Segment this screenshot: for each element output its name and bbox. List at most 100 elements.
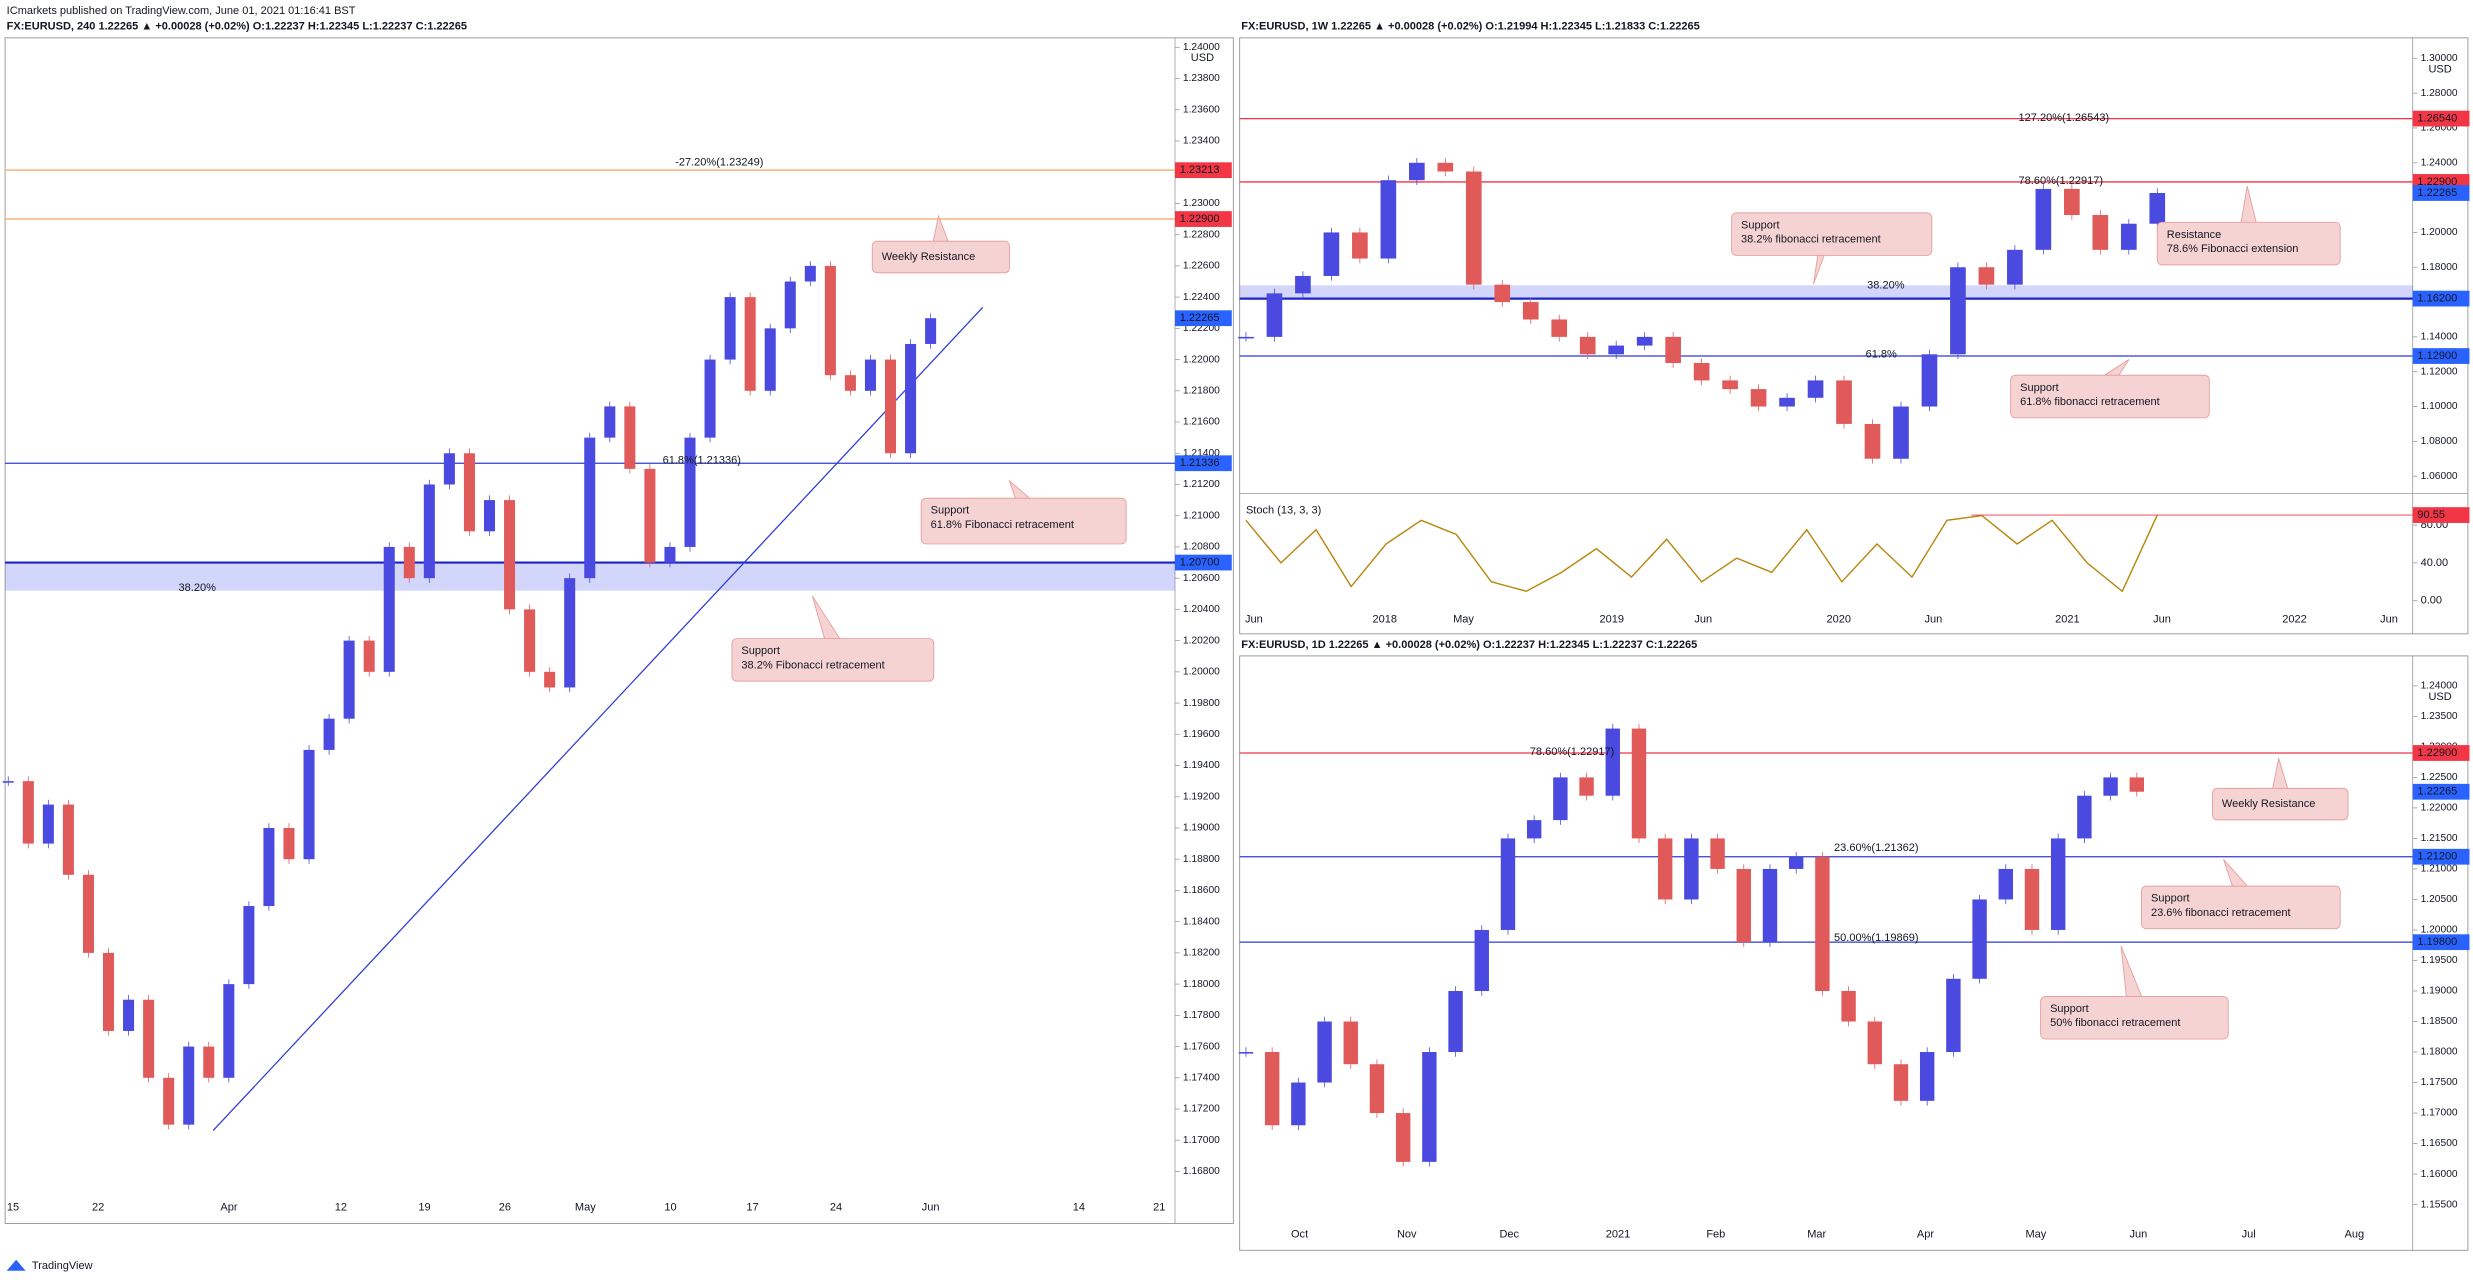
candle <box>103 952 115 1031</box>
candle <box>62 804 74 875</box>
y-tick-label: 1.18000 <box>1183 979 1220 990</box>
candle <box>303 749 315 860</box>
callout-text: Support <box>2151 893 2190 905</box>
price-label-box <box>2412 783 2470 800</box>
y-tick-label: 1.28000 <box>2421 88 2458 99</box>
candle <box>864 359 876 391</box>
candle <box>1657 838 1673 900</box>
candle <box>1352 232 1368 259</box>
candle <box>1978 267 1995 285</box>
candle <box>1448 990 1463 1053</box>
candle <box>1369 1064 1385 1114</box>
callout-text: Support <box>2020 382 2059 394</box>
y-tick-label: 1.17000 <box>1183 1135 1220 1146</box>
y-tick-label: 1.06000 <box>2421 471 2458 482</box>
candle <box>844 375 856 391</box>
y-tick-label: 1.24000 <box>1183 42 1220 53</box>
y-tick-label: 1.17800 <box>1183 1010 1220 1021</box>
y-tick-label: 1.20600 <box>1183 573 1220 584</box>
header: ICmarkets published on TradingView.com, … <box>7 5 356 17</box>
y-tick-label: 1.22800 <box>1183 229 1220 240</box>
candle <box>263 827 275 907</box>
y-tick-label: 1.21400 <box>1183 448 1220 459</box>
callout-text: 50% fibonacci retracement <box>2050 1017 2180 1029</box>
candle <box>1526 820 1542 839</box>
y-tick-label: 1.24000 <box>2421 681 2458 692</box>
callout-text: 23.6% fibonacci retracement <box>2151 907 2291 919</box>
candle <box>1919 1052 1935 1101</box>
callout-pointer <box>2271 758 2289 791</box>
candle <box>183 1046 195 1125</box>
candle <box>1474 929 1489 991</box>
candle <box>223 984 235 1078</box>
price-label: 1.16200 <box>2417 292 2457 304</box>
callout-text: 38.2% fibonacci retracement <box>1741 234 1881 246</box>
price-label: 1.22265 <box>2417 187 2457 199</box>
x-tick-label: Apr <box>220 1202 237 1214</box>
candle <box>664 546 676 563</box>
candle <box>1295 275 1311 294</box>
candle <box>1867 1021 1882 1065</box>
price-label: 1.12900 <box>2417 350 2457 362</box>
indicator-name: Stoch (13, 3, 3) <box>1246 505 1321 517</box>
candle <box>624 406 636 469</box>
callout-box <box>731 638 935 682</box>
currency-label: USD <box>2428 691 2451 703</box>
x-tick-label: 21 <box>1153 1202 1165 1214</box>
candle <box>243 906 255 985</box>
price-label: 1.22265 <box>2417 786 2457 798</box>
candle <box>1579 777 1594 796</box>
price-label: 1.23213 <box>1180 164 1220 176</box>
candle <box>423 484 435 579</box>
x-tick-label: 10 <box>664 1202 676 1214</box>
callout-text: Support <box>2050 1003 2089 1015</box>
x-tick-label: Mar <box>1807 1228 1826 1240</box>
panel-frame <box>1239 655 2469 1251</box>
fib-label: 23.60%(1.21362) <box>1834 842 1919 854</box>
callout-text: 78.6% Fibonacci extension <box>2167 243 2299 255</box>
x-tick-label: Jun <box>1694 614 1712 626</box>
candle <box>2007 249 2023 285</box>
candle <box>1750 389 1767 407</box>
price-label: 1.22900 <box>1180 213 1220 225</box>
y-tick-label: 1.22600 <box>1183 261 1220 272</box>
y-tick-label: 1.26000 <box>2421 123 2458 134</box>
price-label-box <box>1175 211 1232 227</box>
candle <box>42 804 54 844</box>
x-tick-label: Jun <box>1925 614 1943 626</box>
x-tick-label: 26 <box>499 1202 511 1214</box>
x-tick-label: 2018 <box>1372 614 1397 626</box>
y-tick-label: 1.22000 <box>2421 803 2458 814</box>
fib-label: 61.8%(1.21336) <box>663 454 741 466</box>
y-tick-label: 1.19000 <box>1183 823 1220 834</box>
price-label: 1.20700 <box>1180 556 1220 568</box>
candle <box>925 318 937 344</box>
candle <box>1710 838 1725 869</box>
candle <box>1551 319 1568 337</box>
y-tick-label: 1.08000 <box>2421 436 2458 447</box>
y-tick-label: 1.30000 <box>2421 53 2458 64</box>
candle <box>283 827 295 860</box>
candle <box>804 265 816 282</box>
y-tick-label: 1.20400 <box>1183 604 1220 615</box>
y-tick-label: 1.22200 <box>1183 323 1220 334</box>
callout-box <box>920 497 1127 545</box>
candle <box>1722 380 1738 390</box>
price-label-box <box>2412 348 2470 364</box>
candle <box>2024 868 2040 930</box>
candle <box>885 359 897 454</box>
x-tick-label: 17 <box>746 1202 758 1214</box>
candle <box>504 500 516 610</box>
y-tick-label: 1.17600 <box>1183 1041 1220 1052</box>
candle <box>1422 1052 1437 1162</box>
candle <box>1291 1082 1306 1126</box>
x-tick-label: 2022 <box>2282 614 2307 626</box>
candle <box>1636 336 1653 346</box>
candle <box>644 468 656 563</box>
y-tick-label: 1.20000 <box>2421 925 2458 936</box>
y-tick-label: 1.21200 <box>1183 479 1220 490</box>
x-tick-label: May <box>575 1202 596 1214</box>
y-tick-label: 1.14000 <box>2421 332 2458 343</box>
callout-pointer <box>2120 945 2143 999</box>
